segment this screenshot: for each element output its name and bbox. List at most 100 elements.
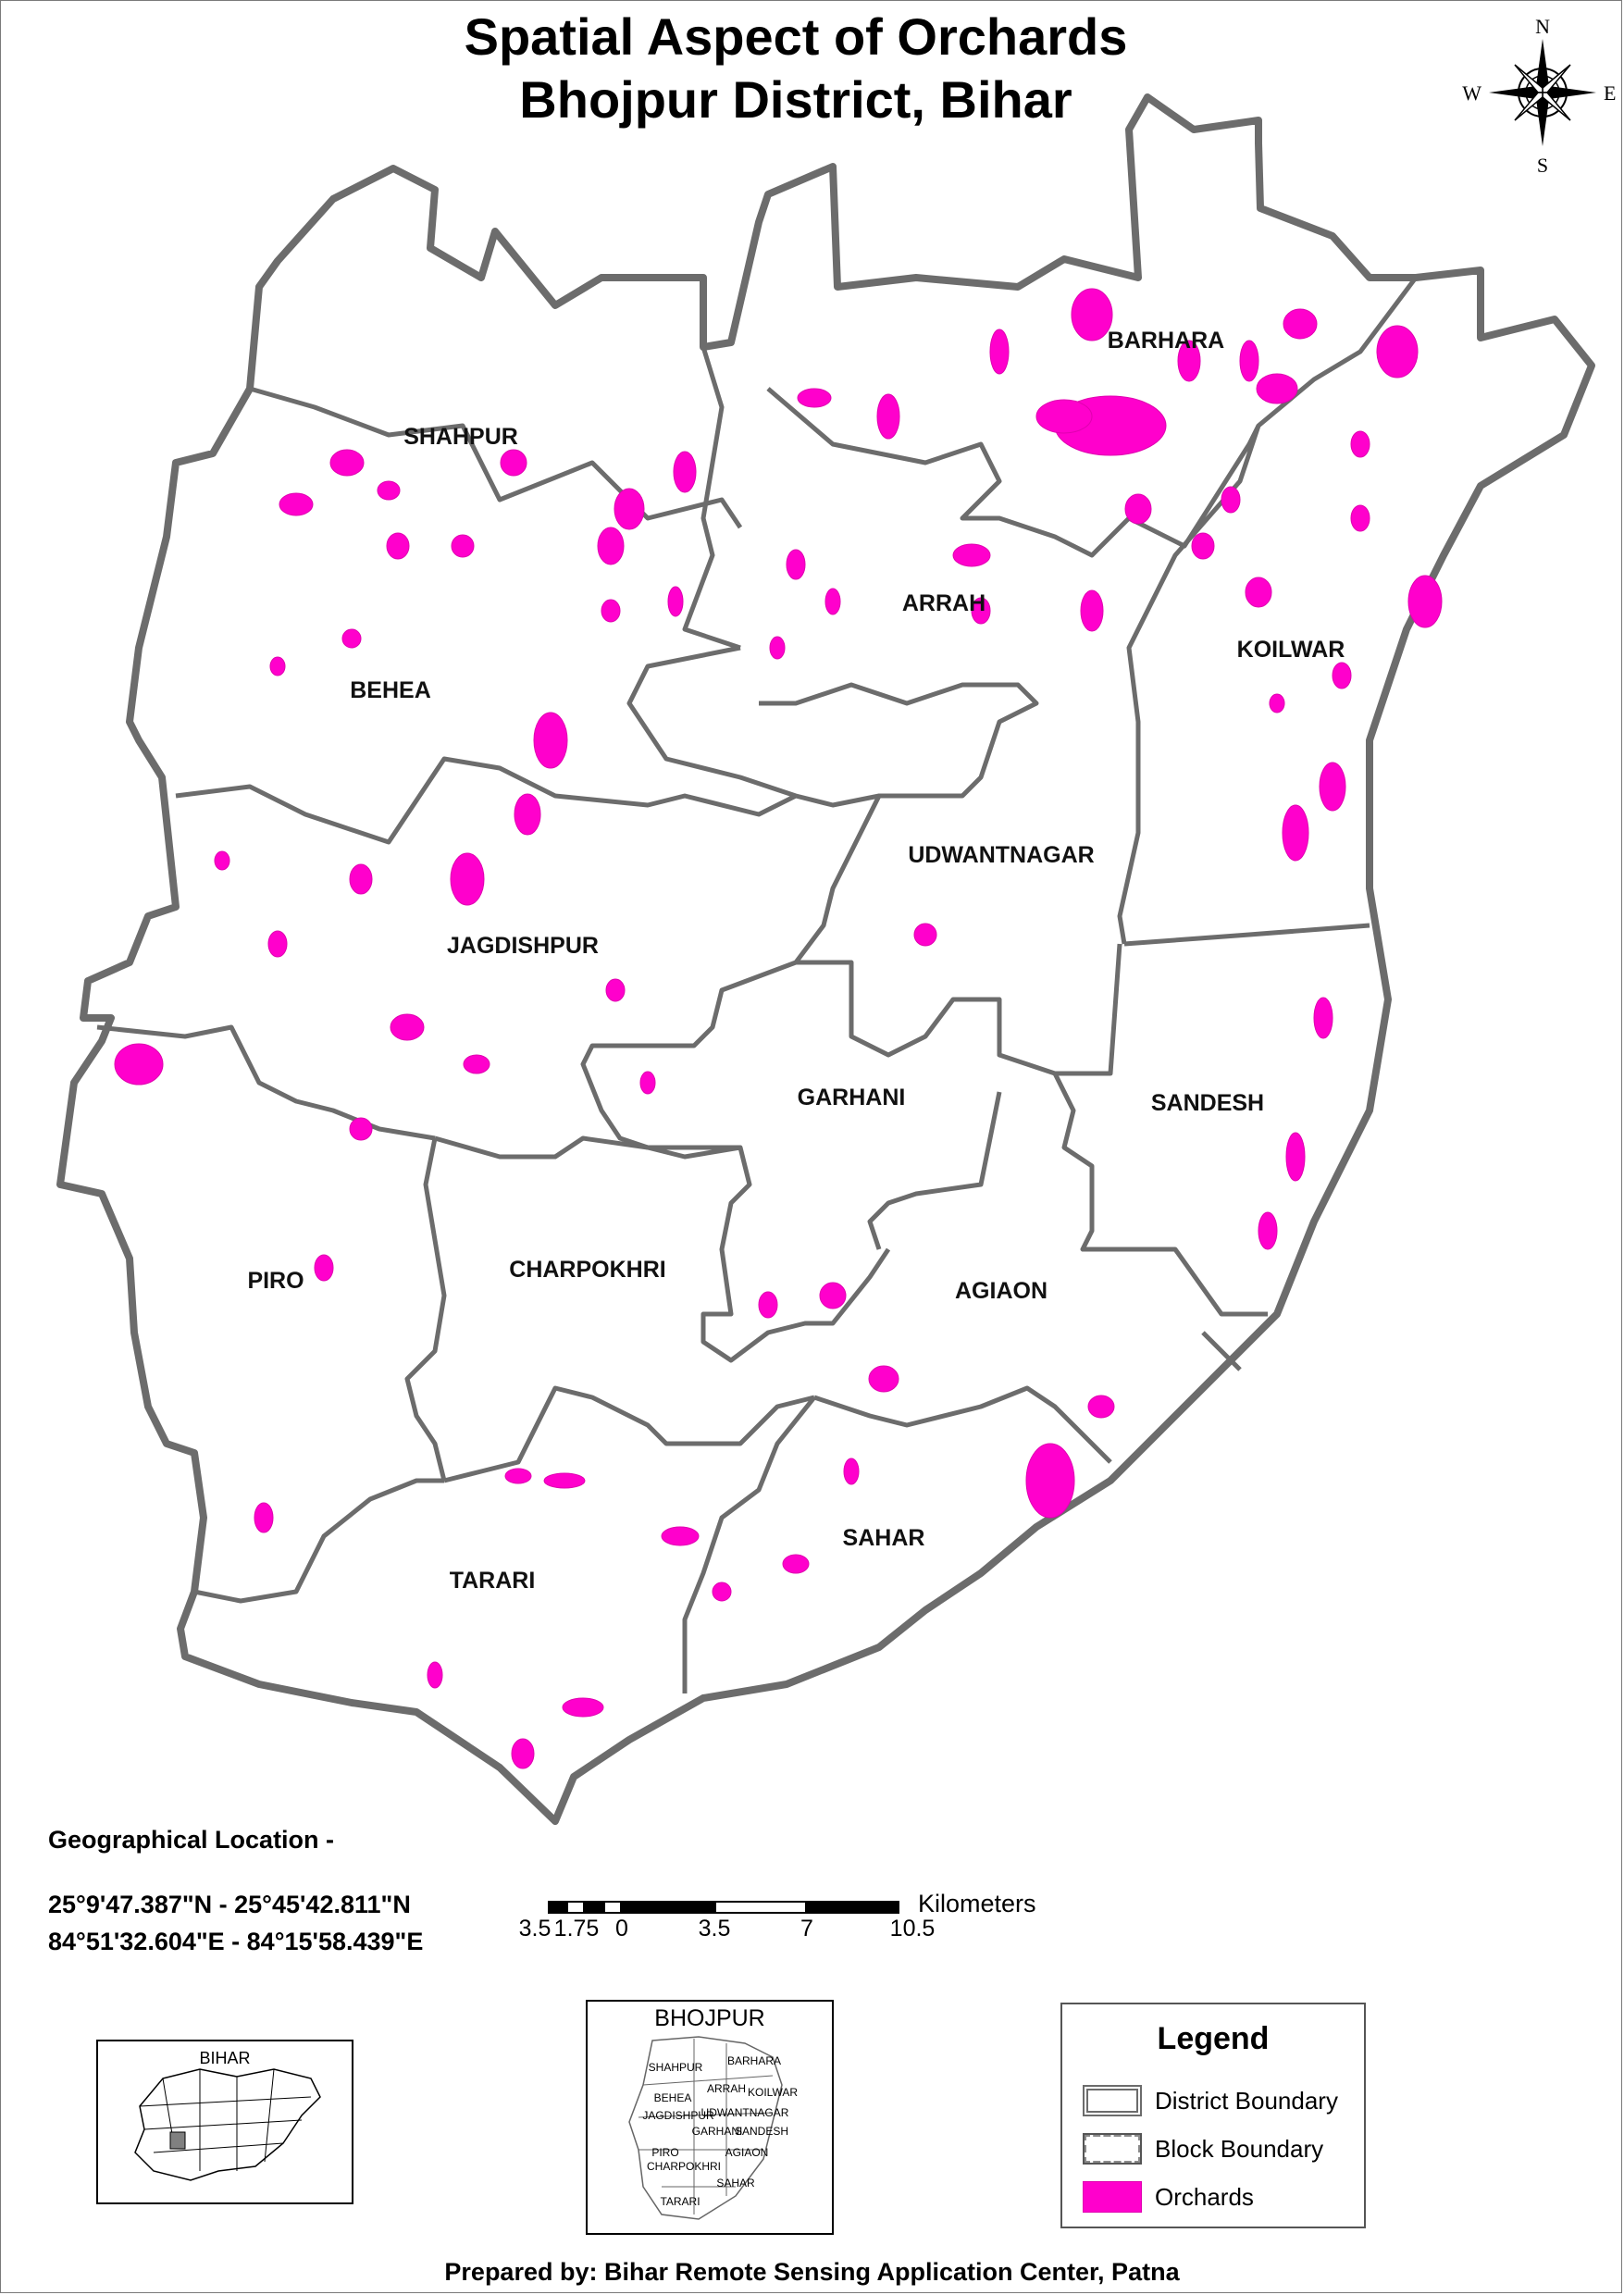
compass-e: E	[1604, 81, 1616, 105]
orchard-patch	[1256, 373, 1298, 404]
orchard-patch	[1124, 493, 1152, 525]
title-line-2: Bhojpur District, Bihar	[519, 70, 1072, 129]
orchard-patch	[1313, 997, 1333, 1039]
orchard-patch	[868, 1365, 899, 1393]
block-label-udwantnagar: UDWANTNAGAR	[908, 842, 1094, 868]
inset-map-bihar: BIHAR	[96, 2040, 353, 2204]
block-label-agiaon: AGIAON	[955, 1278, 1048, 1304]
geo-longitude: 84°51'32.604"E - 84°15'58.439"E	[48, 1928, 424, 1955]
orchard-patch	[543, 1472, 586, 1489]
scale-tick: 3.5	[698, 1916, 731, 1941]
orchard-patch	[661, 1526, 700, 1546]
orchard-patch	[504, 1468, 532, 1484]
orchard-patch	[1319, 762, 1346, 812]
orchard-patch	[913, 923, 937, 947]
inset-block-label: UDWANTNAGAR	[701, 2106, 789, 2119]
inset-block-label: PIRO	[651, 2146, 678, 2159]
boundary-garhani-sandesh	[1052, 1072, 1268, 1317]
orchard-patch	[329, 449, 365, 477]
legend: Legend District Boundary Block Boundary …	[1060, 2003, 1366, 2228]
scale-segment	[622, 1901, 714, 1914]
orchard-patch	[1350, 430, 1370, 458]
block-label-garhani: GARHANI	[798, 1085, 906, 1110]
scale-tick: 1.75	[553, 1916, 600, 1941]
block-boundaries	[96, 276, 1418, 1693]
geo-latitude: 25°9'47.387"N - 25°45'42.811"N	[48, 1891, 411, 1918]
orchard-patch	[1035, 399, 1093, 434]
orchard-patch	[1332, 662, 1352, 689]
orchard-patch	[390, 1013, 425, 1041]
compass-s: S	[1537, 154, 1548, 177]
orchard-patch	[1269, 693, 1285, 713]
boundary-jagdishpur-udwantnagar	[580, 794, 882, 1150]
boundary-garhani-agiaon	[867, 1091, 1002, 1250]
orchard-patch	[269, 656, 286, 676]
orchard-patch	[314, 1254, 334, 1282]
orchard-patch	[1080, 589, 1104, 632]
scale-segment	[566, 1901, 585, 1914]
block-label-charpokhri: CHARPOKHRI	[509, 1257, 665, 1283]
orchards-swatch	[1083, 2181, 1142, 2213]
inset-map-bhojpur: BHOJPUR SHAHPUR BARHARA ARRAH KOILWAR BE…	[586, 2000, 834, 2235]
credit-line: Prepared by: Bihar Remote Sensing Applic…	[444, 2258, 1180, 2286]
legend-label: Block Boundary	[1155, 2134, 1324, 2163]
orchard-patch	[279, 492, 314, 516]
orchard-patch	[819, 1282, 847, 1309]
block-label-tarari: TARARI	[450, 1568, 536, 1594]
bhojpur-highlight	[169, 2131, 186, 2150]
legend-title: Legend	[1157, 2021, 1270, 2056]
orchard-patch	[769, 636, 786, 660]
legend-item-block-boundary: Block Boundary	[1083, 2130, 1323, 2167]
boundary-koilwar-sandesh	[1123, 923, 1370, 947]
block-label-sahar: SAHAR	[843, 1525, 925, 1551]
block-label-arrah: ARRAH	[902, 590, 986, 616]
boundary-agiaon-sahar	[813, 1385, 1112, 1464]
district-map: N S E W	[56, 15, 1616, 1825]
boundary-tarari-sahar	[682, 1396, 816, 1693]
orchard-patch	[377, 480, 401, 501]
orchard-patch	[1221, 486, 1241, 514]
boundary-shahpur-behea	[249, 386, 743, 529]
block-label-koilwar: KOILWAR	[1237, 637, 1345, 663]
district-boundary-swatch	[1083, 2085, 1142, 2116]
orchard-patch	[254, 1502, 274, 1533]
orchard-patch	[1239, 340, 1259, 382]
bhojpur-outline: SHAHPUR BARHARA ARRAH KOILWAR BEHEA UDWA…	[628, 2036, 798, 2220]
boundary-sandesh-agiaon	[1201, 1331, 1242, 1371]
orchard-patch	[605, 978, 626, 1002]
orchard-patch	[1258, 1211, 1278, 1250]
orchard-patch	[1407, 575, 1443, 628]
inset-block-label: KOILWAR	[748, 2086, 798, 2099]
block-boundary-swatch	[1083, 2133, 1142, 2165]
orchard-patch	[1191, 532, 1215, 560]
orchard-patch	[463, 1054, 490, 1074]
orchard-patch	[500, 449, 527, 477]
orchard-patch	[597, 527, 625, 565]
block-label-behea: BEHEA	[350, 677, 431, 703]
legend-label: Orchards	[1155, 2182, 1254, 2211]
compass-rose-icon: N S E W	[1462, 15, 1616, 177]
orchard-patch	[971, 597, 991, 625]
orchard-patch	[450, 852, 485, 906]
block-label-sandesh: SANDESH	[1151, 1090, 1264, 1116]
orchard-patch	[989, 329, 1010, 375]
inset-block-label: SAHAR	[716, 2177, 755, 2190]
orchard-patch	[876, 393, 900, 440]
orchard-patch	[514, 793, 541, 836]
block-label-shahpur: SHAHPUR	[403, 424, 518, 450]
scale-tick: 3.5	[518, 1916, 552, 1941]
orchard-patch	[843, 1458, 860, 1485]
boundary-piro-charpokhri	[404, 1137, 447, 1482]
legend-item-district-boundary: District Boundary	[1083, 2082, 1338, 2119]
orchard-patch	[1282, 804, 1309, 862]
orchard-patch	[1087, 1395, 1115, 1419]
map-title: Spatial Aspect of Orchards Bhojpur Distr…	[0, 6, 1592, 131]
geo-heading: Geographical Location -	[48, 1826, 335, 1854]
inset-block-label: TARARI	[660, 2195, 700, 2208]
scale-tick: 10.5	[889, 1916, 936, 1941]
geographical-location: Geographical Location - 25°9'47.387"N - …	[48, 1821, 423, 1960]
orchard-patch	[1350, 504, 1370, 532]
scale-tick: 7	[800, 1916, 813, 1941]
inset-block-label: ARRAH	[707, 2082, 746, 2095]
